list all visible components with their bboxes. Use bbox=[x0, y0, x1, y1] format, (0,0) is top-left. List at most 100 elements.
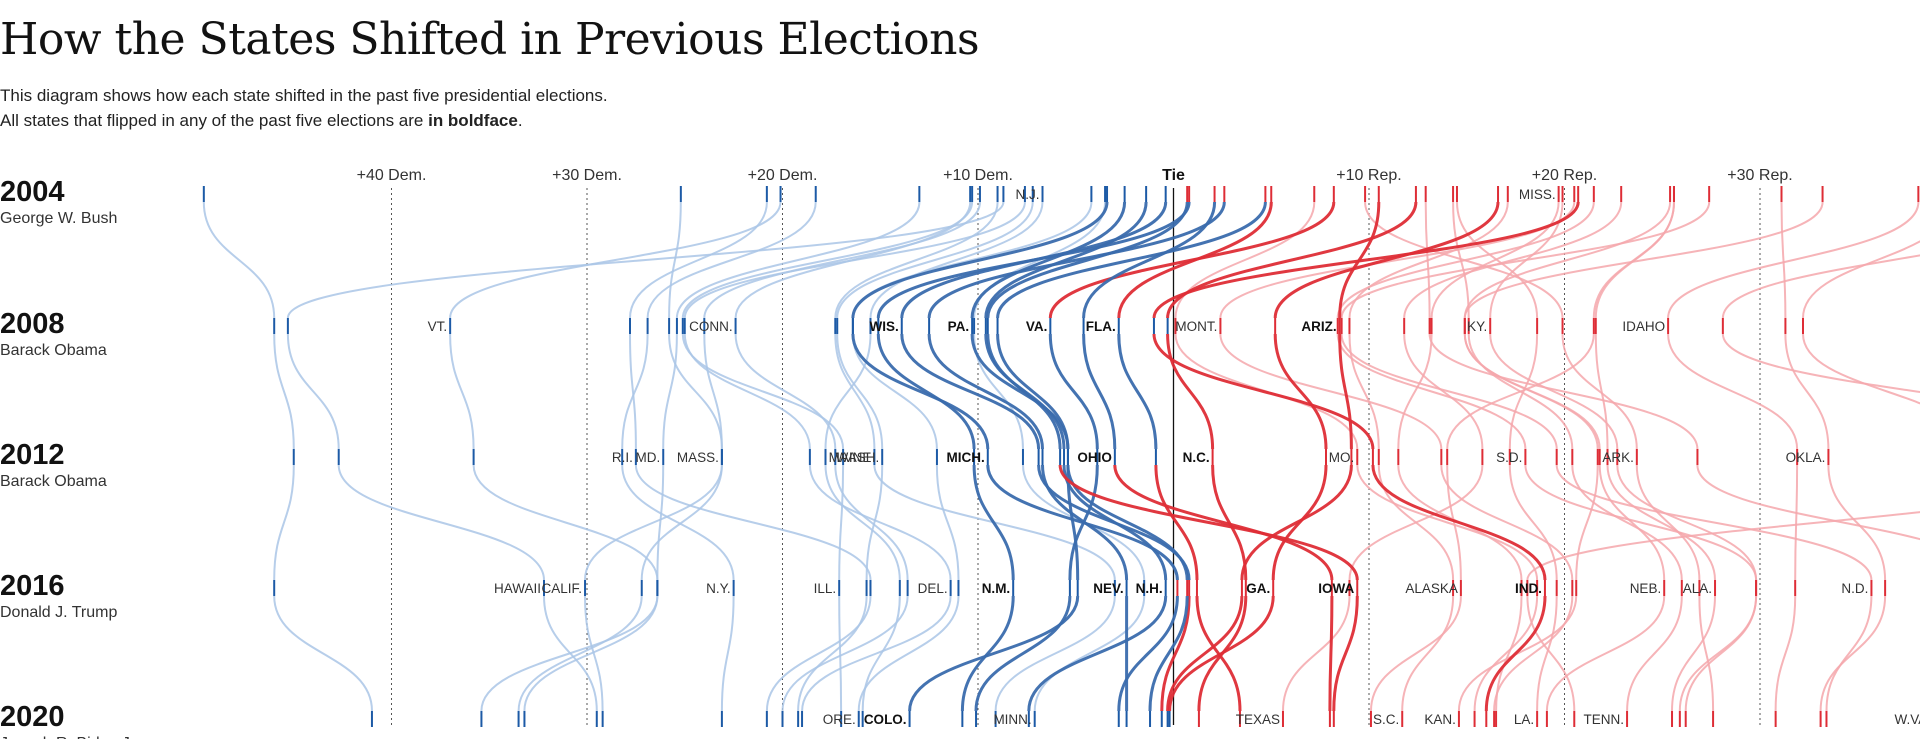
state-curve bbox=[1508, 464, 1558, 581]
state-curve bbox=[662, 333, 678, 450]
state-label: NEV. bbox=[1093, 581, 1123, 596]
state-curve bbox=[472, 464, 659, 581]
state-curve bbox=[273, 595, 373, 712]
state-curve bbox=[838, 464, 845, 581]
state-curve bbox=[523, 595, 659, 712]
state-curve bbox=[734, 333, 837, 450]
state-curve bbox=[1667, 333, 1799, 450]
state-curve bbox=[1698, 595, 1715, 712]
state-curve bbox=[449, 201, 782, 319]
state-curve bbox=[984, 201, 1148, 319]
state-curve bbox=[974, 595, 1072, 712]
state-curve bbox=[621, 464, 735, 581]
state-label: MISS. bbox=[1519, 187, 1556, 202]
state-curve bbox=[1446, 464, 1462, 581]
state-curve bbox=[1428, 333, 1699, 450]
state-curve bbox=[1594, 333, 1609, 450]
year-label: 2016 bbox=[0, 570, 65, 602]
state-curve bbox=[1336, 333, 1527, 450]
state-curve bbox=[1377, 464, 1455, 581]
state-curve bbox=[1041, 464, 1129, 581]
state-label: DEL. bbox=[918, 581, 948, 596]
state-curve bbox=[1174, 201, 1316, 319]
state-curve bbox=[1273, 333, 1328, 450]
state-label: ORE. bbox=[823, 712, 856, 727]
state-curve bbox=[1825, 595, 1873, 712]
state-curve bbox=[972, 464, 1015, 581]
state-curve bbox=[1526, 511, 1920, 581]
axis-tick-label: +20 Dem. bbox=[748, 167, 818, 184]
state-curve bbox=[703, 333, 723, 450]
state-curve bbox=[337, 464, 545, 581]
state-label: N.Y. bbox=[706, 581, 731, 596]
state-curve bbox=[1555, 464, 1873, 581]
state-label: OKLA. bbox=[1786, 450, 1826, 465]
state-curve bbox=[1463, 201, 1672, 319]
state-curve bbox=[1524, 464, 1758, 581]
state-curve bbox=[986, 201, 1189, 319]
state-curve bbox=[1635, 464, 1701, 581]
state-curve bbox=[1154, 464, 1199, 581]
state-curve bbox=[824, 464, 901, 581]
state-curve bbox=[996, 333, 1070, 450]
state-curve bbox=[1802, 333, 1920, 405]
winner-label: George W. Bush bbox=[0, 210, 117, 227]
state-curve bbox=[1117, 333, 1158, 450]
state-curve bbox=[996, 201, 1267, 319]
state-curve bbox=[1571, 464, 1683, 581]
state-curve bbox=[629, 201, 768, 319]
state-curve bbox=[851, 333, 938, 450]
state-label: CONN. bbox=[689, 319, 733, 334]
state-curve bbox=[1219, 333, 1443, 450]
state-curve bbox=[1166, 201, 1418, 319]
state-curve bbox=[1721, 333, 1920, 394]
state-curve bbox=[629, 333, 637, 450]
state-curve bbox=[1598, 464, 1666, 581]
state-curve bbox=[286, 201, 1005, 319]
state-curve bbox=[1273, 201, 1500, 319]
state-curve bbox=[801, 595, 952, 712]
state-curve bbox=[1594, 201, 1675, 319]
state-curve bbox=[808, 464, 952, 581]
state-curve bbox=[634, 464, 872, 581]
state-curve bbox=[1113, 464, 1334, 581]
state-curve bbox=[1082, 333, 1117, 450]
state-curve bbox=[1160, 595, 1191, 712]
state-curve bbox=[1033, 595, 1146, 712]
state-curve bbox=[1338, 333, 1353, 450]
state-curve bbox=[824, 333, 872, 450]
state-label: MO. bbox=[1329, 450, 1355, 465]
chart-title: How the States Shifted in Previous Elect… bbox=[0, 14, 980, 65]
state-label: S.D. bbox=[1496, 450, 1522, 465]
state-curve bbox=[1827, 464, 1887, 581]
state-label: TEXAS bbox=[1236, 712, 1280, 727]
state-label: MICH. bbox=[947, 450, 985, 465]
state-curve bbox=[640, 464, 723, 581]
state-curve bbox=[720, 595, 735, 712]
state-curve bbox=[970, 201, 1127, 319]
state-curve bbox=[1240, 464, 1353, 581]
winner-label: Joseph R. Biden Jr. bbox=[0, 735, 139, 739]
state-curve bbox=[1721, 254, 1920, 319]
state-curve bbox=[1397, 333, 1433, 450]
state-label: N.D. bbox=[1841, 581, 1868, 596]
state-curve bbox=[1166, 595, 1244, 712]
axis-tick-label: Tie bbox=[1162, 167, 1185, 184]
state-label: ALA. bbox=[1683, 581, 1712, 596]
state-curve bbox=[1048, 333, 1099, 450]
state-curve bbox=[834, 464, 909, 581]
state-curve bbox=[927, 333, 1044, 450]
state-label: GA. bbox=[1246, 581, 1270, 596]
state-curve bbox=[1370, 595, 1462, 712]
state-label: MONT. bbox=[1175, 319, 1217, 334]
state-curve bbox=[834, 201, 999, 319]
state-curve bbox=[517, 595, 643, 712]
state-curve bbox=[1794, 464, 1799, 581]
state-curve bbox=[273, 464, 295, 581]
state-label: VT. bbox=[428, 319, 448, 334]
state-curve bbox=[683, 201, 1026, 319]
state-curve bbox=[1626, 595, 1683, 712]
state-curve bbox=[1671, 595, 1716, 712]
state-curve bbox=[273, 333, 295, 450]
state-label: IND. bbox=[1515, 581, 1542, 596]
